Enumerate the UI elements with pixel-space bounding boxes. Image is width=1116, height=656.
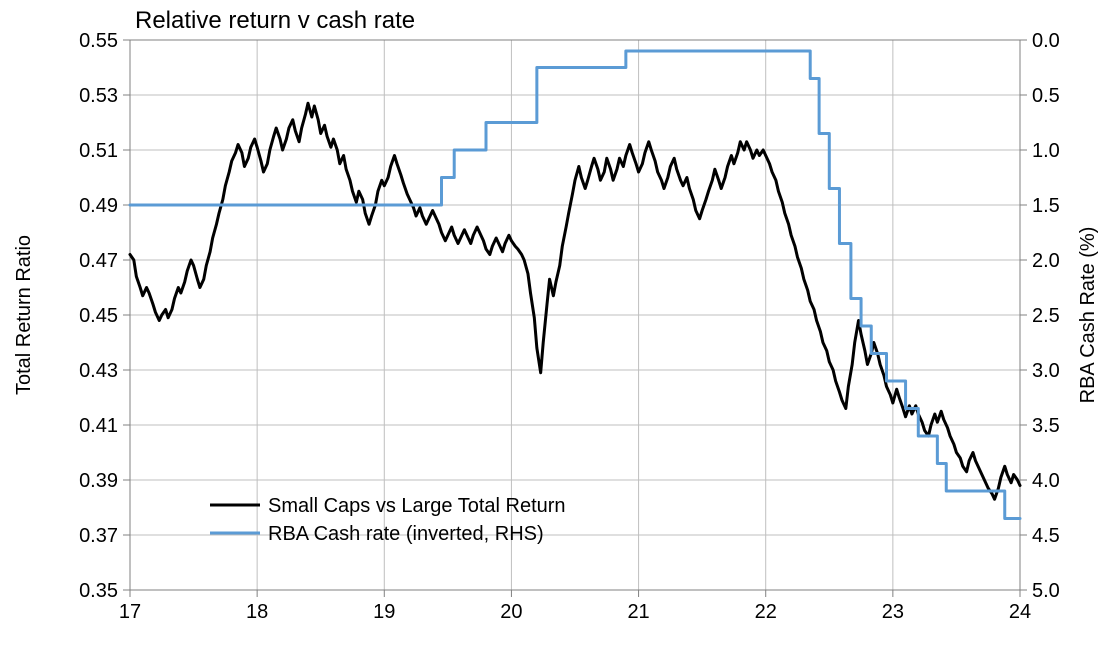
chart-svg: 0.350.370.390.410.430.450.470.490.510.53… [0,0,1116,656]
y-right-tick-label: 1.0 [1032,140,1060,162]
y-left-tick-label: 0.43 [79,360,118,382]
y-left-tick-label: 0.37 [79,525,118,547]
y-left-tick-label: 0.39 [79,470,118,492]
y-right-tick-label: 1.5 [1032,195,1060,217]
y-left-tick-label: 0.47 [79,250,118,272]
x-tick-label: 23 [882,601,904,623]
y-right-tick-label: 0.5 [1032,85,1060,107]
x-tick-label: 18 [246,601,268,623]
y-right-tick-label: 3.0 [1032,360,1060,382]
y-left-tick-label: 0.51 [79,140,118,162]
y-right-tick-label: 4.0 [1032,470,1060,492]
x-tick-label: 22 [755,601,777,623]
y-right-tick-label: 0.0 [1032,30,1060,52]
y-right-tick-label: 2.5 [1032,305,1060,327]
y-right-axis-label: RBA Cash Rate (%) [1077,227,1099,404]
legend-label: RBA Cash rate (inverted, RHS) [268,523,544,545]
y-left-axis-label: Total Return Ratio [13,235,35,395]
y-left-tick-label: 0.41 [79,415,118,437]
x-tick-label: 21 [627,601,649,623]
y-right-tick-label: 3.5 [1032,415,1060,437]
line-chart: 0.350.370.390.410.430.450.470.490.510.53… [0,0,1116,656]
y-left-tick-label: 0.45 [79,305,118,327]
legend-label: Small Caps vs Large Total Return [268,495,566,517]
y-right-tick-label: 5.0 [1032,580,1060,602]
x-tick-label: 20 [500,601,522,623]
y-left-tick-label: 0.55 [79,30,118,52]
y-left-tick-label: 0.53 [79,85,118,107]
x-tick-label: 17 [119,601,141,623]
y-left-tick-label: 0.49 [79,195,118,217]
y-left-tick-label: 0.35 [79,580,118,602]
chart-title: Relative return v cash rate [135,7,415,34]
y-right-tick-label: 2.0 [1032,250,1060,272]
x-tick-label: 24 [1009,601,1031,623]
x-tick-label: 19 [373,601,395,623]
y-right-tick-label: 4.5 [1032,525,1060,547]
